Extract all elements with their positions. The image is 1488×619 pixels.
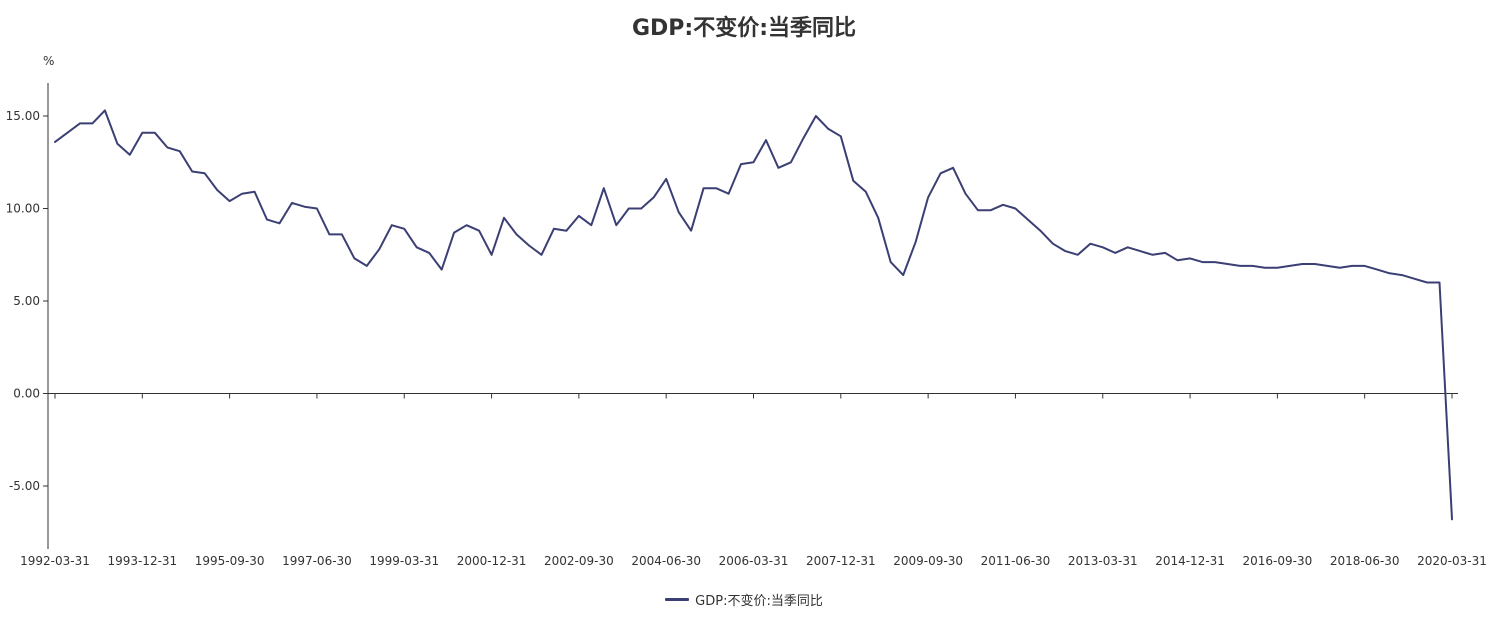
x-tick-label: 2004-06-30 [631,554,701,568]
y-tick-label: 0.00 [13,387,40,401]
x-tick-label: 2002-09-30 [544,554,614,568]
y-tick-label: -5.00 [9,479,40,493]
x-tick-label: 2000-12-31 [457,554,527,568]
x-tick-label: 2009-09-30 [893,554,963,568]
x-tick-label: 2018-06-30 [1330,554,1400,568]
x-tick-label: 2013-03-31 [1068,554,1138,568]
x-tick-label: 2016-09-30 [1243,554,1313,568]
legend-label: GDP:不变价:当季同比 [695,594,823,609]
x-tick-label: 1997-06-30 [282,554,352,568]
x-tick-label: 2011-06-30 [981,554,1051,568]
legend-line-swatch-icon [665,598,690,601]
x-tick-label: 1993-12-31 [107,554,177,568]
x-tick-label: 2007-12-31 [806,554,876,568]
legend-item[interactable]: GDP:不变价:当季同比 [665,590,823,609]
y-axis-unit-label: % [43,54,54,68]
series-line-gdp [54,109,1453,521]
x-tick-label: 1992-03-31 [20,554,90,568]
x-tick-label: 1999-03-31 [369,554,439,568]
y-tick-label: 15.00 [6,109,40,123]
series-layer [54,109,1453,521]
x-tick-label: 2006-03-31 [719,554,789,568]
x-tick-label: 2020-03-31 [1417,554,1487,568]
x-tick-label: 1995-09-30 [195,554,265,568]
y-tick-label: 5.00 [13,294,40,308]
x-axis: 1992-03-31 1993-12-31 1995-09-30 1997-06-30… [20,393,1487,568]
x-tick-label: 2014-12-31 [1155,554,1225,568]
y-axis: 15.00 10.00 5.00 0.00 -5.00 [6,83,49,549]
legend[interactable]: GDP:不变价:当季同比 [0,590,1488,609]
y-tick-label: 10.00 [6,202,40,216]
chart-title: GDP:不变价:当季同比 [631,16,857,41]
